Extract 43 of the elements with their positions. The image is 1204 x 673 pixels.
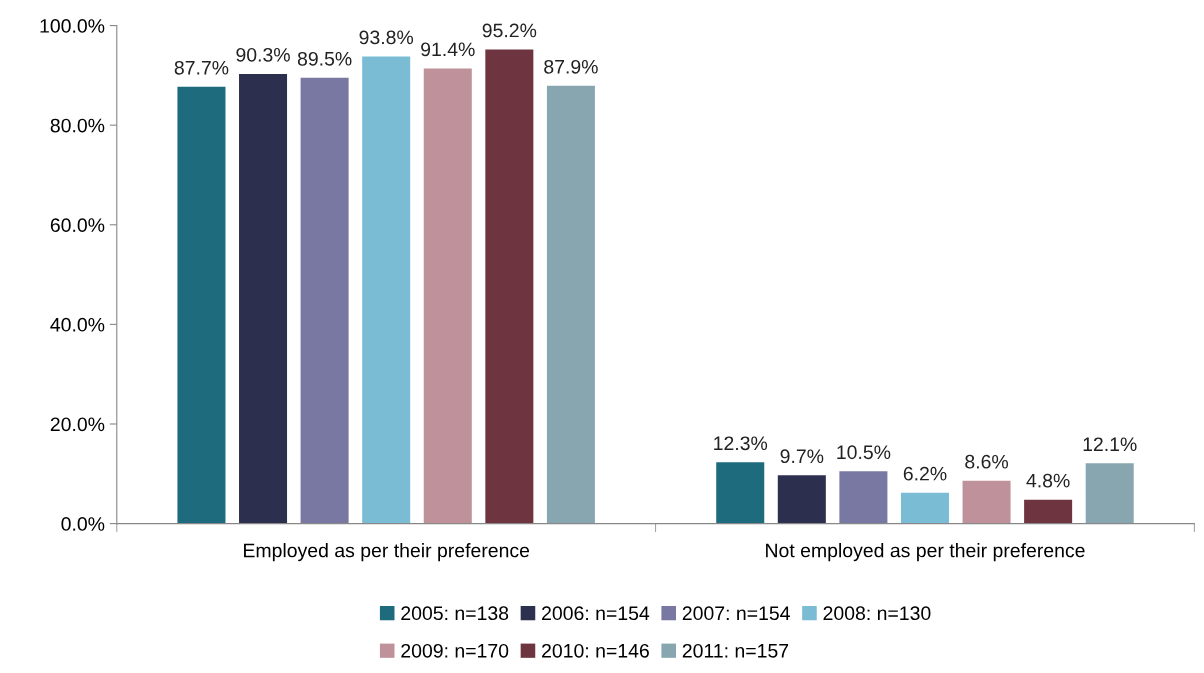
bar	[239, 73, 288, 524]
legend-label: 2005: n=138	[401, 606, 509, 621]
y-tick-label: 100.0%	[40, 19, 105, 33]
data-label: 87.7%	[174, 60, 229, 75]
data-label: 9.7%	[780, 449, 824, 464]
y-tick-label: 40.0%	[50, 317, 105, 332]
legend-label: 2009: n=170	[401, 643, 509, 658]
data-label: 12.1%	[1083, 437, 1137, 452]
legend-label: 2008: n=130	[823, 606, 931, 621]
x-tick-label: Employed as per their preference	[244, 543, 530, 562]
data-label: 95.2%	[482, 23, 537, 38]
data-label: 8.6%	[965, 454, 1009, 469]
legend-label: 2011: n=157	[682, 643, 789, 658]
data-label: 89.5%	[297, 51, 352, 66]
data-label: 10.5%	[837, 445, 891, 460]
data-label: 90.3%	[236, 47, 290, 62]
bar	[839, 471, 888, 524]
bar	[1085, 463, 1134, 524]
data-label: 12.3%	[714, 436, 768, 451]
bar	[300, 77, 349, 524]
y-tick-label: 0.0%	[61, 517, 105, 531]
bar	[485, 49, 534, 524]
x-tick-label: Not employed as per their preference	[766, 543, 1085, 562]
y-tick-label: 80.0%	[50, 118, 105, 133]
bar	[777, 475, 826, 524]
bar	[1024, 499, 1073, 524]
y-tick-label: 60.0%	[50, 218, 105, 233]
bar	[546, 85, 595, 524]
bar	[423, 68, 472, 524]
legend-label: 2007: n=154	[682, 606, 790, 621]
legend-label: 2006: n=154	[542, 606, 650, 621]
bar	[716, 462, 765, 524]
bar	[177, 86, 226, 524]
data-label: 4.8%	[1026, 473, 1070, 488]
data-label: 6.2%	[903, 466, 947, 481]
bar	[900, 492, 949, 524]
data-label: 91.4%	[421, 42, 475, 57]
legend-label: 2010: n=146	[542, 643, 649, 658]
bar	[362, 56, 411, 524]
bar	[962, 480, 1011, 524]
data-label: 87.9%	[544, 59, 598, 74]
data-label: 93.8%	[359, 30, 414, 45]
y-tick-label: 20.0%	[50, 417, 105, 432]
